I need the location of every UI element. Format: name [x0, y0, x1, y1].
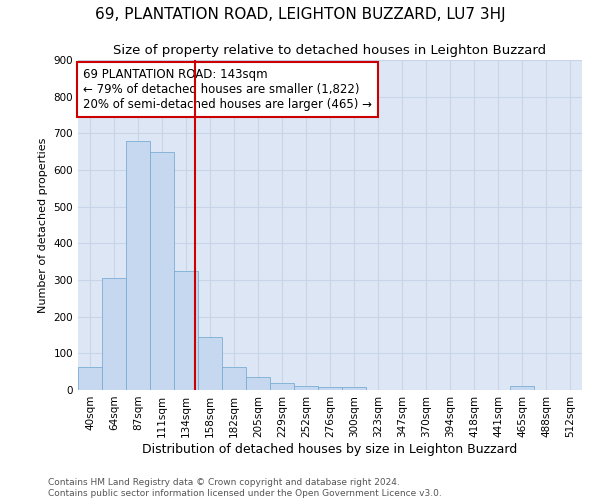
- Bar: [198, 337, 222, 390]
- X-axis label: Distribution of detached houses by size in Leighton Buzzard: Distribution of detached houses by size …: [142, 442, 518, 456]
- Bar: [126, 140, 150, 390]
- Bar: [150, 152, 174, 390]
- Bar: [102, 278, 126, 390]
- Text: Contains HM Land Registry data © Crown copyright and database right 2024.
Contai: Contains HM Land Registry data © Crown c…: [48, 478, 442, 498]
- Bar: [78, 368, 102, 390]
- Bar: [270, 384, 294, 390]
- Bar: [342, 387, 366, 390]
- Bar: [318, 387, 342, 390]
- Text: 69, PLANTATION ROAD, LEIGHTON BUZZARD, LU7 3HJ: 69, PLANTATION ROAD, LEIGHTON BUZZARD, L…: [95, 8, 505, 22]
- Bar: [222, 368, 246, 390]
- Y-axis label: Number of detached properties: Number of detached properties: [38, 138, 48, 312]
- Bar: [246, 377, 270, 390]
- Bar: [174, 271, 198, 390]
- Title: Size of property relative to detached houses in Leighton Buzzard: Size of property relative to detached ho…: [113, 44, 547, 58]
- Text: 69 PLANTATION ROAD: 143sqm
← 79% of detached houses are smaller (1,822)
20% of s: 69 PLANTATION ROAD: 143sqm ← 79% of deta…: [83, 68, 372, 112]
- Bar: [294, 386, 318, 390]
- Bar: [510, 386, 534, 390]
